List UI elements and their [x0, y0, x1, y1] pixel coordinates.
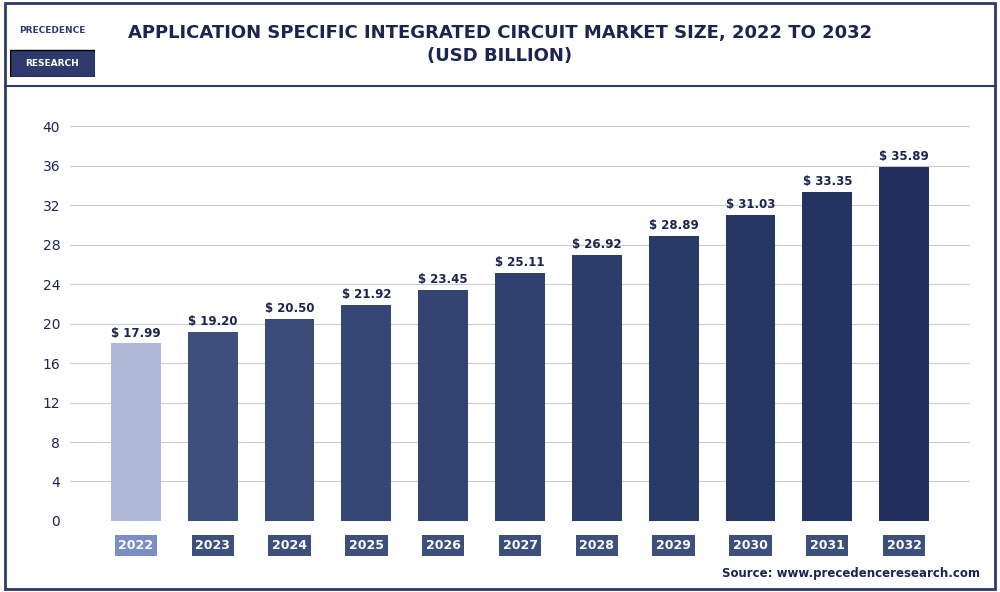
Text: PRECEDENCE: PRECEDENCE [19, 25, 86, 34]
Bar [572, 255, 622, 521]
Text: 2025: 2025 [349, 539, 384, 552]
Text: 2032: 2032 [887, 539, 922, 552]
Text: $ 33.35: $ 33.35 [803, 175, 852, 188]
Bar [188, 332, 238, 521]
Bar [111, 343, 161, 521]
Text: 2022: 2022 [118, 539, 153, 552]
Text: $ 21.92: $ 21.92 [342, 288, 391, 301]
Text: 2026: 2026 [426, 539, 461, 552]
FancyBboxPatch shape [10, 50, 95, 77]
Bar [879, 167, 929, 521]
Text: APPLICATION SPECIFIC INTEGRATED CIRCUIT MARKET SIZE, 2022 TO 2032
(USD BILLION): APPLICATION SPECIFIC INTEGRATED CIRCUIT … [128, 24, 872, 65]
Text: 2024: 2024 [272, 539, 307, 552]
Bar [341, 305, 391, 521]
Text: 2027: 2027 [503, 539, 538, 552]
Text: $ 17.99: $ 17.99 [111, 327, 161, 340]
Text: 2030: 2030 [733, 539, 768, 552]
Text: 2028: 2028 [579, 539, 614, 552]
Bar [418, 289, 468, 521]
Text: Source: www.precedenceresearch.com: Source: www.precedenceresearch.com [722, 567, 980, 580]
Text: RESEARCH: RESEARCH [26, 59, 79, 68]
Text: 2023: 2023 [195, 539, 230, 552]
Bar [802, 192, 852, 521]
Text: $ 20.50: $ 20.50 [265, 302, 314, 315]
Text: 2029: 2029 [656, 539, 691, 552]
Bar [495, 274, 545, 521]
Text: $ 28.89: $ 28.89 [649, 219, 699, 232]
Text: $ 19.20: $ 19.20 [188, 314, 237, 327]
Text: $ 23.45: $ 23.45 [418, 273, 468, 286]
Text: $ 25.11: $ 25.11 [495, 256, 545, 269]
Text: $ 35.89: $ 35.89 [879, 150, 929, 163]
Text: $ 26.92: $ 26.92 [572, 239, 622, 252]
Text: 2031: 2031 [810, 539, 845, 552]
Bar [265, 318, 314, 521]
Bar [726, 215, 775, 521]
Bar [649, 236, 699, 521]
Text: $ 31.03: $ 31.03 [726, 198, 775, 211]
